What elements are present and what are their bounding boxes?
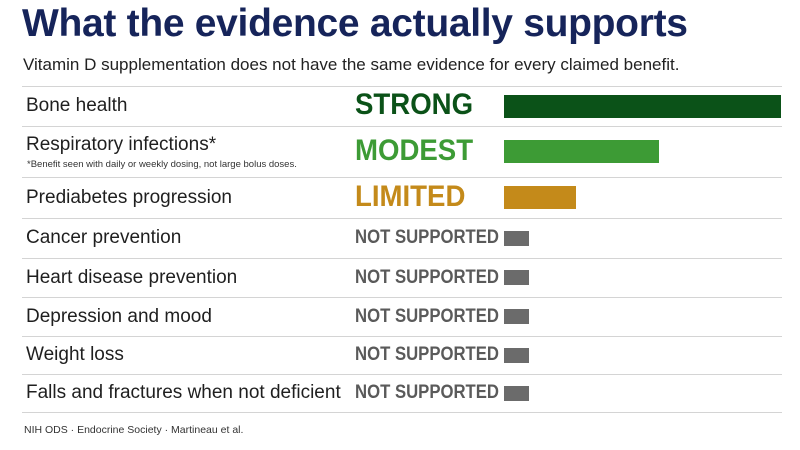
evidence-level: NOT SUPPORTED bbox=[355, 382, 499, 403]
row-divider bbox=[22, 177, 782, 178]
evidence-bar bbox=[504, 94, 781, 118]
evidence-bar bbox=[504, 140, 659, 163]
row-label: Weight loss bbox=[26, 344, 124, 365]
row-divider bbox=[22, 258, 782, 259]
row-divider bbox=[22, 86, 782, 87]
evidence-level: LIMITED bbox=[355, 179, 466, 213]
row-label: Prediabetes progression bbox=[26, 186, 232, 208]
evidence-level: MODEST bbox=[355, 133, 474, 167]
row-label: Cancer prevention bbox=[26, 227, 182, 248]
row-footnote: *Benefit seen with daily or weekly dosin… bbox=[27, 159, 297, 170]
chart-subtitle: Vitamin D supplementation does not have … bbox=[23, 55, 680, 74]
row-label: Respiratory infections* bbox=[26, 134, 217, 155]
row-label: Falls and fractures when not deficient bbox=[26, 382, 341, 403]
row-divider bbox=[22, 412, 782, 413]
evidence-level: NOT SUPPORTED bbox=[355, 305, 499, 327]
evidence-level: STRONG bbox=[355, 88, 474, 121]
row-divider bbox=[22, 218, 782, 219]
chart-title: What the evidence actually supports bbox=[22, 2, 688, 45]
row-label: Bone health bbox=[26, 95, 128, 116]
evidence-bar bbox=[504, 309, 529, 324]
evidence-bar bbox=[504, 230, 529, 246]
evidence-level: NOT SUPPORTED bbox=[355, 266, 499, 288]
row-divider bbox=[22, 126, 782, 127]
row-divider bbox=[22, 336, 782, 337]
evidence-bar bbox=[504, 186, 576, 209]
evidence-bar bbox=[504, 270, 529, 285]
evidence-level: NOT SUPPORTED bbox=[355, 227, 499, 248]
evidence-level: NOT SUPPORTED bbox=[355, 344, 499, 365]
evidence-bar bbox=[504, 385, 529, 401]
row-divider bbox=[22, 374, 782, 375]
source-note: NIH ODS · Endocrine Society · Martineau … bbox=[24, 424, 244, 436]
row-label: Depression and mood bbox=[26, 305, 212, 327]
row-label: Heart disease prevention bbox=[26, 266, 238, 288]
evidence-bar bbox=[504, 347, 529, 363]
row-divider bbox=[22, 297, 782, 298]
